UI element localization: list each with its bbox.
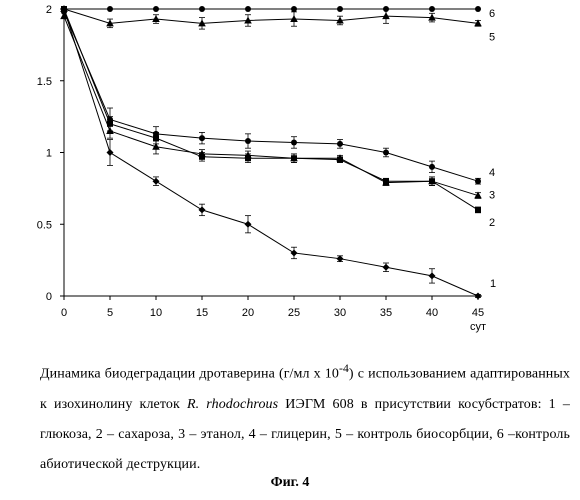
x-tick-label: 15 [196, 307, 208, 319]
data-point [152, 15, 160, 22]
data-point [475, 293, 482, 300]
data-point [107, 116, 113, 122]
x-tick-label: 40 [426, 307, 438, 319]
data-point [383, 264, 390, 271]
data-point [199, 206, 206, 213]
data-point [383, 6, 389, 12]
data-point [475, 178, 481, 184]
y-tick-label: 2 [46, 4, 52, 16]
data-point [199, 6, 205, 12]
data-point [429, 272, 436, 279]
series-line [64, 9, 478, 296]
series-1 [61, 6, 482, 300]
series-3 [60, 12, 482, 198]
x-tick-label: 25 [288, 307, 300, 319]
data-point [290, 15, 298, 22]
series-label: 6 [489, 8, 495, 20]
data-point [245, 138, 251, 144]
chart-labels: сут123456 [470, 8, 496, 333]
series-line [64, 9, 478, 23]
data-point [291, 6, 297, 12]
data-point [429, 6, 435, 12]
series-line [64, 9, 478, 210]
chart-series [60, 5, 482, 300]
data-point [382, 12, 390, 19]
data-point [153, 131, 159, 137]
caption-exponent: -4 [339, 362, 349, 375]
series-label: 5 [489, 31, 495, 43]
series-label: 2 [489, 217, 495, 229]
series-label: 3 [489, 190, 495, 202]
data-point [475, 6, 481, 12]
y-tick-label: 1 [46, 148, 52, 160]
data-point [199, 135, 205, 141]
series-6 [61, 6, 481, 12]
data-point [383, 150, 389, 156]
data-point [245, 221, 252, 228]
data-point [61, 6, 67, 12]
x-tick-label: 30 [334, 307, 346, 319]
data-point [429, 164, 435, 170]
y-tick-label: 0.5 [37, 219, 52, 231]
data-point [107, 149, 114, 156]
figure-label: Фиг. 4 [0, 475, 580, 491]
y-tick-label: 0 [46, 291, 52, 303]
y-tick-label: 1.5 [37, 76, 52, 88]
x-tick-label: 45 [472, 307, 484, 319]
x-tick-label: 5 [107, 307, 113, 319]
data-point [337, 255, 344, 262]
chart-axes: 00.511.52051015202530354045 [37, 4, 484, 319]
data-point [245, 6, 251, 12]
line-chart: 00.511.52051015202530354045 сут123456 [0, 0, 580, 350]
data-point [107, 6, 113, 12]
x-tick-label: 10 [150, 307, 162, 319]
caption-part1: Динамика биодеградации дротаверина (г/мл… [40, 367, 339, 382]
series-label: 4 [489, 167, 495, 179]
figure-caption: Динамика биодеградации дротаверина (г/мл… [40, 354, 570, 480]
data-point [291, 139, 297, 145]
x-tick-label: 20 [242, 307, 254, 319]
series-line [64, 16, 478, 195]
caption-species: R. rhodochrous [187, 397, 278, 412]
data-point [475, 207, 481, 213]
data-point [337, 6, 343, 12]
data-point [337, 141, 343, 147]
data-point [153, 178, 160, 185]
data-point [153, 6, 159, 12]
x-tick-label: 0 [61, 307, 67, 319]
series-line [64, 12, 478, 181]
series-label: 1 [490, 278, 496, 290]
x-axis-label: сут [470, 321, 486, 333]
x-tick-label: 35 [380, 307, 392, 319]
data-point [291, 249, 298, 256]
